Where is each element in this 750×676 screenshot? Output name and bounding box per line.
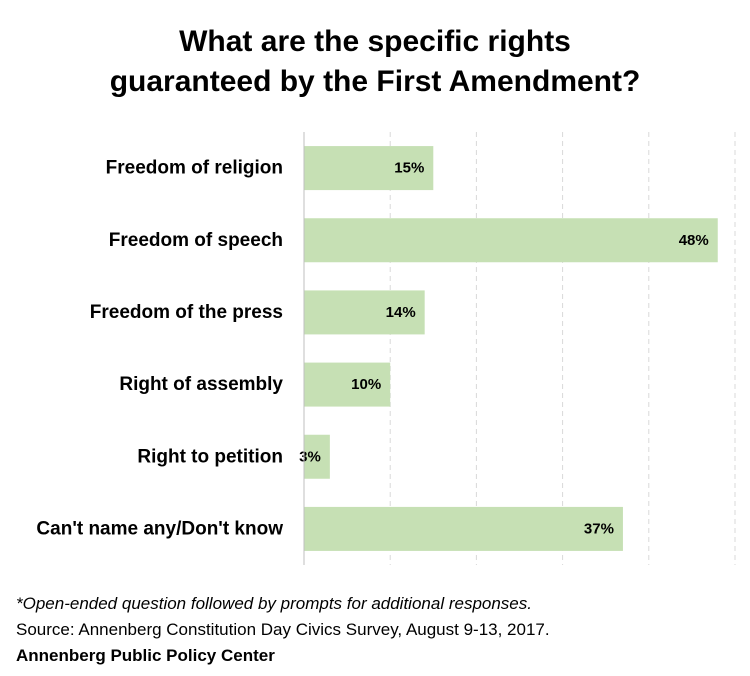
source-note: Source: Annenberg Constitution Day Civic… [16, 620, 550, 639]
data-label: 37% [584, 520, 614, 537]
data-label: 14% [386, 304, 416, 321]
bar [304, 218, 718, 263]
category-label: Right of assembly [119, 374, 283, 395]
chart-title-line-2: guaranteed by the First Amendment? [109, 65, 641, 98]
chart-title: What are the specific rights guaranteed … [0, 22, 750, 102]
chart-title-line-1: What are the specific rights [179, 25, 571, 58]
category-label: Freedom of the press [90, 302, 283, 323]
bar [304, 146, 434, 191]
data-label: 3% [299, 448, 321, 465]
category-label: Freedom of speech [109, 230, 283, 251]
bar [304, 362, 391, 407]
category-label: Right to petition [137, 446, 283, 467]
organization-credit: Annenberg Public Policy Center [16, 646, 275, 665]
bar [304, 434, 330, 479]
category-label: Can't name any/Don't know [36, 518, 283, 539]
bar [304, 290, 425, 335]
data-label: 48% [679, 232, 709, 249]
data-label: 15% [394, 160, 424, 177]
category-label: Freedom of religion [106, 158, 283, 179]
bar [304, 506, 623, 551]
data-label: 10% [351, 376, 381, 393]
footnote: *Open-ended question followed by prompts… [16, 594, 532, 613]
